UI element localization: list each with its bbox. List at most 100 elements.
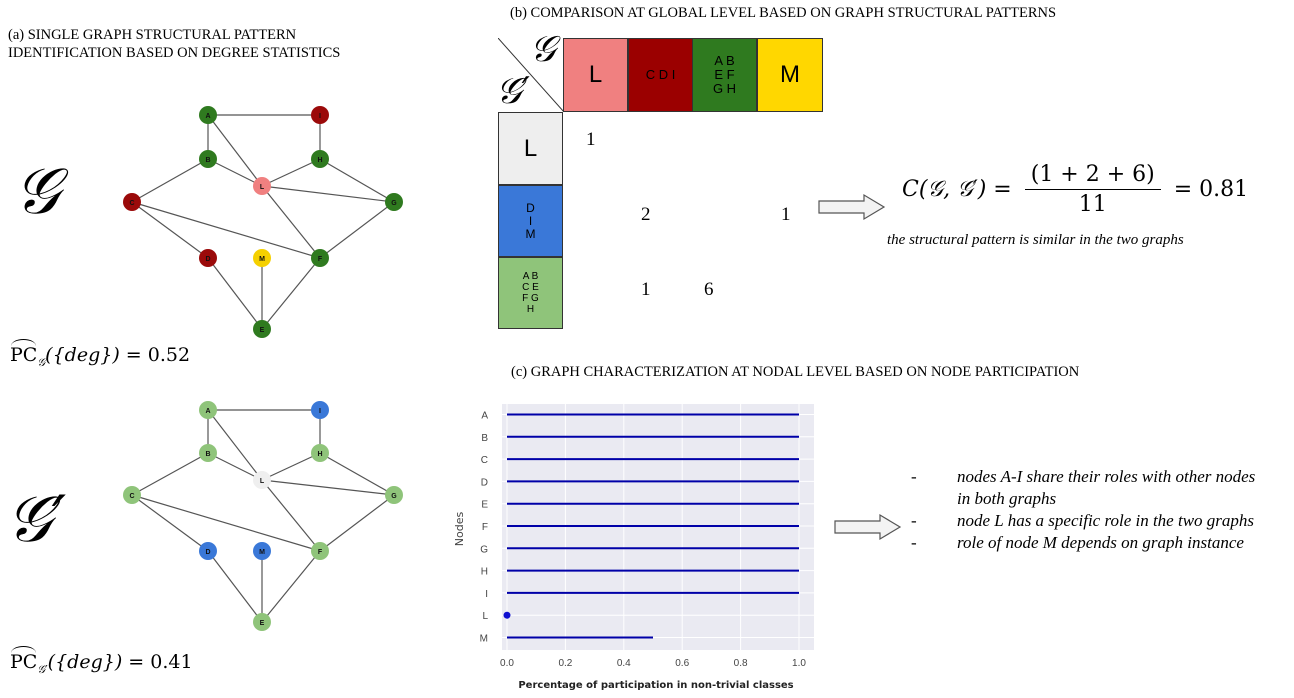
g-prime-node-l <box>253 471 271 489</box>
g-node-l <box>253 177 271 195</box>
g-prime-node-c <box>123 486 141 504</box>
chart-x-tick-label: 0.6 <box>675 658 689 669</box>
formula-fraction: (1 + 2 + 6) 11 <box>1024 162 1161 217</box>
g-node-label-d: D <box>205 256 210 263</box>
chart-y-axis-label: Nodes <box>453 512 466 547</box>
pc-g-prime-sub: 𝒢′ <box>37 662 48 676</box>
g-prime-node-label-c: C <box>129 493 134 500</box>
chart-y-tick-label: B <box>481 433 488 444</box>
pc-g-prime-prefix: PC <box>10 646 38 673</box>
g-prime-node-h <box>311 444 329 462</box>
matrix-col-header-label: C D I <box>645 67 676 82</box>
matrix-cell-value: 6 <box>704 279 714 300</box>
g-node-label-b: B <box>205 157 210 164</box>
pc-g-prime-value: 0.41 <box>150 651 193 673</box>
matrix-cell-value: 1 <box>641 279 651 300</box>
conclusion-text: nodes A-I share their roles with other n… <box>957 467 1256 508</box>
matrix-row-header-label: L <box>523 134 538 162</box>
pc-g-prime-formula: PC𝒢′({deg}) = 0.41 <box>10 646 193 677</box>
chart-y-tick-label: F <box>482 522 488 533</box>
matrix-row-header-label: A B C E F G H <box>522 271 539 315</box>
chart-x-tick-label: 0.0 <box>500 658 514 669</box>
g-node-label-c: C <box>129 200 134 207</box>
g-prime-node-label-e: E <box>260 620 265 627</box>
conclusion-text: role of node M depends on graph instance <box>957 533 1244 552</box>
g-node-c <box>123 193 141 211</box>
g-prime-node-label-h: H <box>317 451 322 458</box>
graph-g-edges <box>131 114 395 330</box>
formula-lhs: C(𝒢, 𝒢′) <box>902 177 987 202</box>
bullet-dash: - <box>911 467 917 486</box>
formula-denominator: 11 <box>1078 192 1107 217</box>
chart-y-tick-label: H <box>481 567 488 578</box>
g-prime-node-label-g: G <box>391 493 397 500</box>
g-node-label-e: E <box>260 327 265 334</box>
g-node-label-a: A <box>205 113 210 120</box>
chart-x-tick-label: 0.8 <box>734 658 748 669</box>
conclusion-text: node L has a specific role in the two gr… <box>957 511 1255 530</box>
graph-g-prime-nodes: A I B H L C G D M F E <box>123 401 403 631</box>
bullet-dash: - <box>911 511 917 530</box>
graph-g-prime-edges <box>131 409 395 623</box>
matrix-col-header: C D I <box>628 38 693 112</box>
chart-y-tick-label: M <box>480 634 488 645</box>
matrix-cell-value: 1 <box>586 129 596 150</box>
panel-a-heading: (a) SINGLE GRAPH STRUCTURAL PATTERN IDEN… <box>8 27 341 61</box>
g-node-h <box>311 150 329 168</box>
arrow-right-icon-2 <box>834 513 902 541</box>
g-prime-node-label-d: D <box>205 549 210 556</box>
g-node-m <box>253 249 271 267</box>
g-node-label-g: G <box>391 200 397 207</box>
bullet-dash: - <box>911 533 917 552</box>
pc-g-formula: PC𝒢({deg}) = 0.52 <box>10 339 191 370</box>
g-prime-node-label-b: B <box>205 451 210 458</box>
chart-y-tick-label: C <box>481 455 488 466</box>
matrix-col-header: A B E F G H <box>692 38 757 112</box>
matrix-row-header-label: D I M <box>525 200 536 241</box>
g-prime-node-label-a: A <box>205 408 210 415</box>
chart-x-tick-label: 0.4 <box>617 658 631 669</box>
g-prime-node-i <box>311 401 329 419</box>
g-prime-node-g <box>385 486 403 504</box>
conclusion-item: - role of node M depends on graph instanc… <box>911 532 1271 554</box>
graph-g-prime-diagram: A I B H L C G D M F E <box>123 401 403 631</box>
matrix-col-header: M <box>757 38 823 112</box>
g-node-f <box>311 249 329 267</box>
pc-g-eq: = <box>119 344 148 366</box>
matrix-col-header-label: A B E F G H <box>712 53 737 96</box>
matrix-col-header: L <box>563 38 628 112</box>
panel-c-heading: (c) GRAPH CHARACTERIZATION AT NODAL LEVE… <box>511 364 1080 380</box>
graph-g-nodes: A I B H L C G D M F E <box>123 106 403 338</box>
pc-g-arg: ({deg}) <box>45 344 120 366</box>
g-node-label-h: H <box>317 157 322 164</box>
g-prime-node-f <box>311 542 329 560</box>
g-prime-node-label-i: I <box>319 408 321 415</box>
panel-b-heading: (b) COMPARISON AT GLOBAL LEVEL BASED ON … <box>510 5 1057 21</box>
pc-g-value: 0.52 <box>147 344 191 366</box>
g-prime-node-label-m: M <box>259 549 265 556</box>
matrix-cell-value: 2 <box>641 204 651 225</box>
g-prime-node-m <box>253 542 271 560</box>
formula-numerator: (1 + 2 + 6) <box>1024 162 1161 190</box>
graph-g-prime-symbol: 𝒢′ <box>6 483 67 557</box>
g-prime-node-label-l: L <box>260 478 265 485</box>
chart-x-tick-label: 0.2 <box>558 658 572 669</box>
matrix-corner-g: 𝒢 <box>530 29 556 70</box>
chart-y-tick-label: D <box>481 477 488 488</box>
g-prime-node-e <box>253 613 271 631</box>
conclusion-item: - node L has a specific role in the two g… <box>911 510 1271 532</box>
chart-y-tick-label: L <box>482 611 488 622</box>
pc-g-sub: 𝒢 <box>37 355 46 369</box>
g-node-i <box>311 106 329 124</box>
matrix-corner-diagonal <box>498 38 564 112</box>
chart-y-tick-label: E <box>481 500 488 511</box>
g-node-d <box>199 249 217 267</box>
g-prime-node-d <box>199 542 217 560</box>
g-prime-node-b <box>199 444 217 462</box>
chart-point-l <box>503 611 511 619</box>
pc-g-prime-eq: = <box>122 651 151 673</box>
chart-y-tick-label: A <box>481 411 488 422</box>
matrix-corner-g-prime: 𝒢′ <box>496 71 530 112</box>
matrix-row-header: L <box>498 112 563 185</box>
